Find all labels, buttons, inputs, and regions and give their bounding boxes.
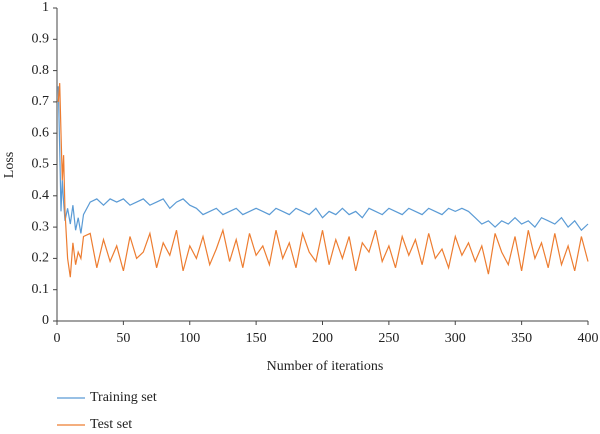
y-tick-label: 0.4 [32, 188, 50, 203]
x-tick-label: 300 [445, 331, 466, 346]
y-tick-label: 0 [42, 313, 49, 328]
y-tick-label: 0.8 [32, 63, 50, 78]
x-tick-label: 100 [179, 331, 200, 346]
legend-label: Test set [90, 417, 132, 432]
y-tick-label: 0.2 [32, 251, 50, 266]
x-tick-label: 200 [312, 331, 333, 346]
x-tick-label: 250 [378, 331, 399, 346]
y-tick-label: 0.7 [32, 94, 50, 109]
x-tick-label: 150 [246, 331, 267, 346]
x-tick-label: 50 [116, 331, 130, 346]
line-series [57, 86, 589, 234]
x-axis-label: Number of iterations [267, 359, 384, 374]
x-tick-label: 350 [511, 331, 532, 346]
y-tick-label: 0.5 [32, 157, 50, 172]
y-tick-label: 0.3 [32, 219, 50, 234]
y-tick-label: 0.9 [32, 32, 50, 47]
x-tick-label: 400 [578, 331, 599, 346]
y-tick-label: 0.6 [32, 125, 50, 140]
y-tick-label: 0.1 [32, 282, 50, 297]
y-tick-label: 1 [42, 0, 49, 15]
y-axis-label: Loss [2, 152, 17, 178]
line-series [57, 83, 589, 278]
legend-label: Training set [90, 390, 157, 405]
x-tick-label: 0 [54, 331, 61, 346]
